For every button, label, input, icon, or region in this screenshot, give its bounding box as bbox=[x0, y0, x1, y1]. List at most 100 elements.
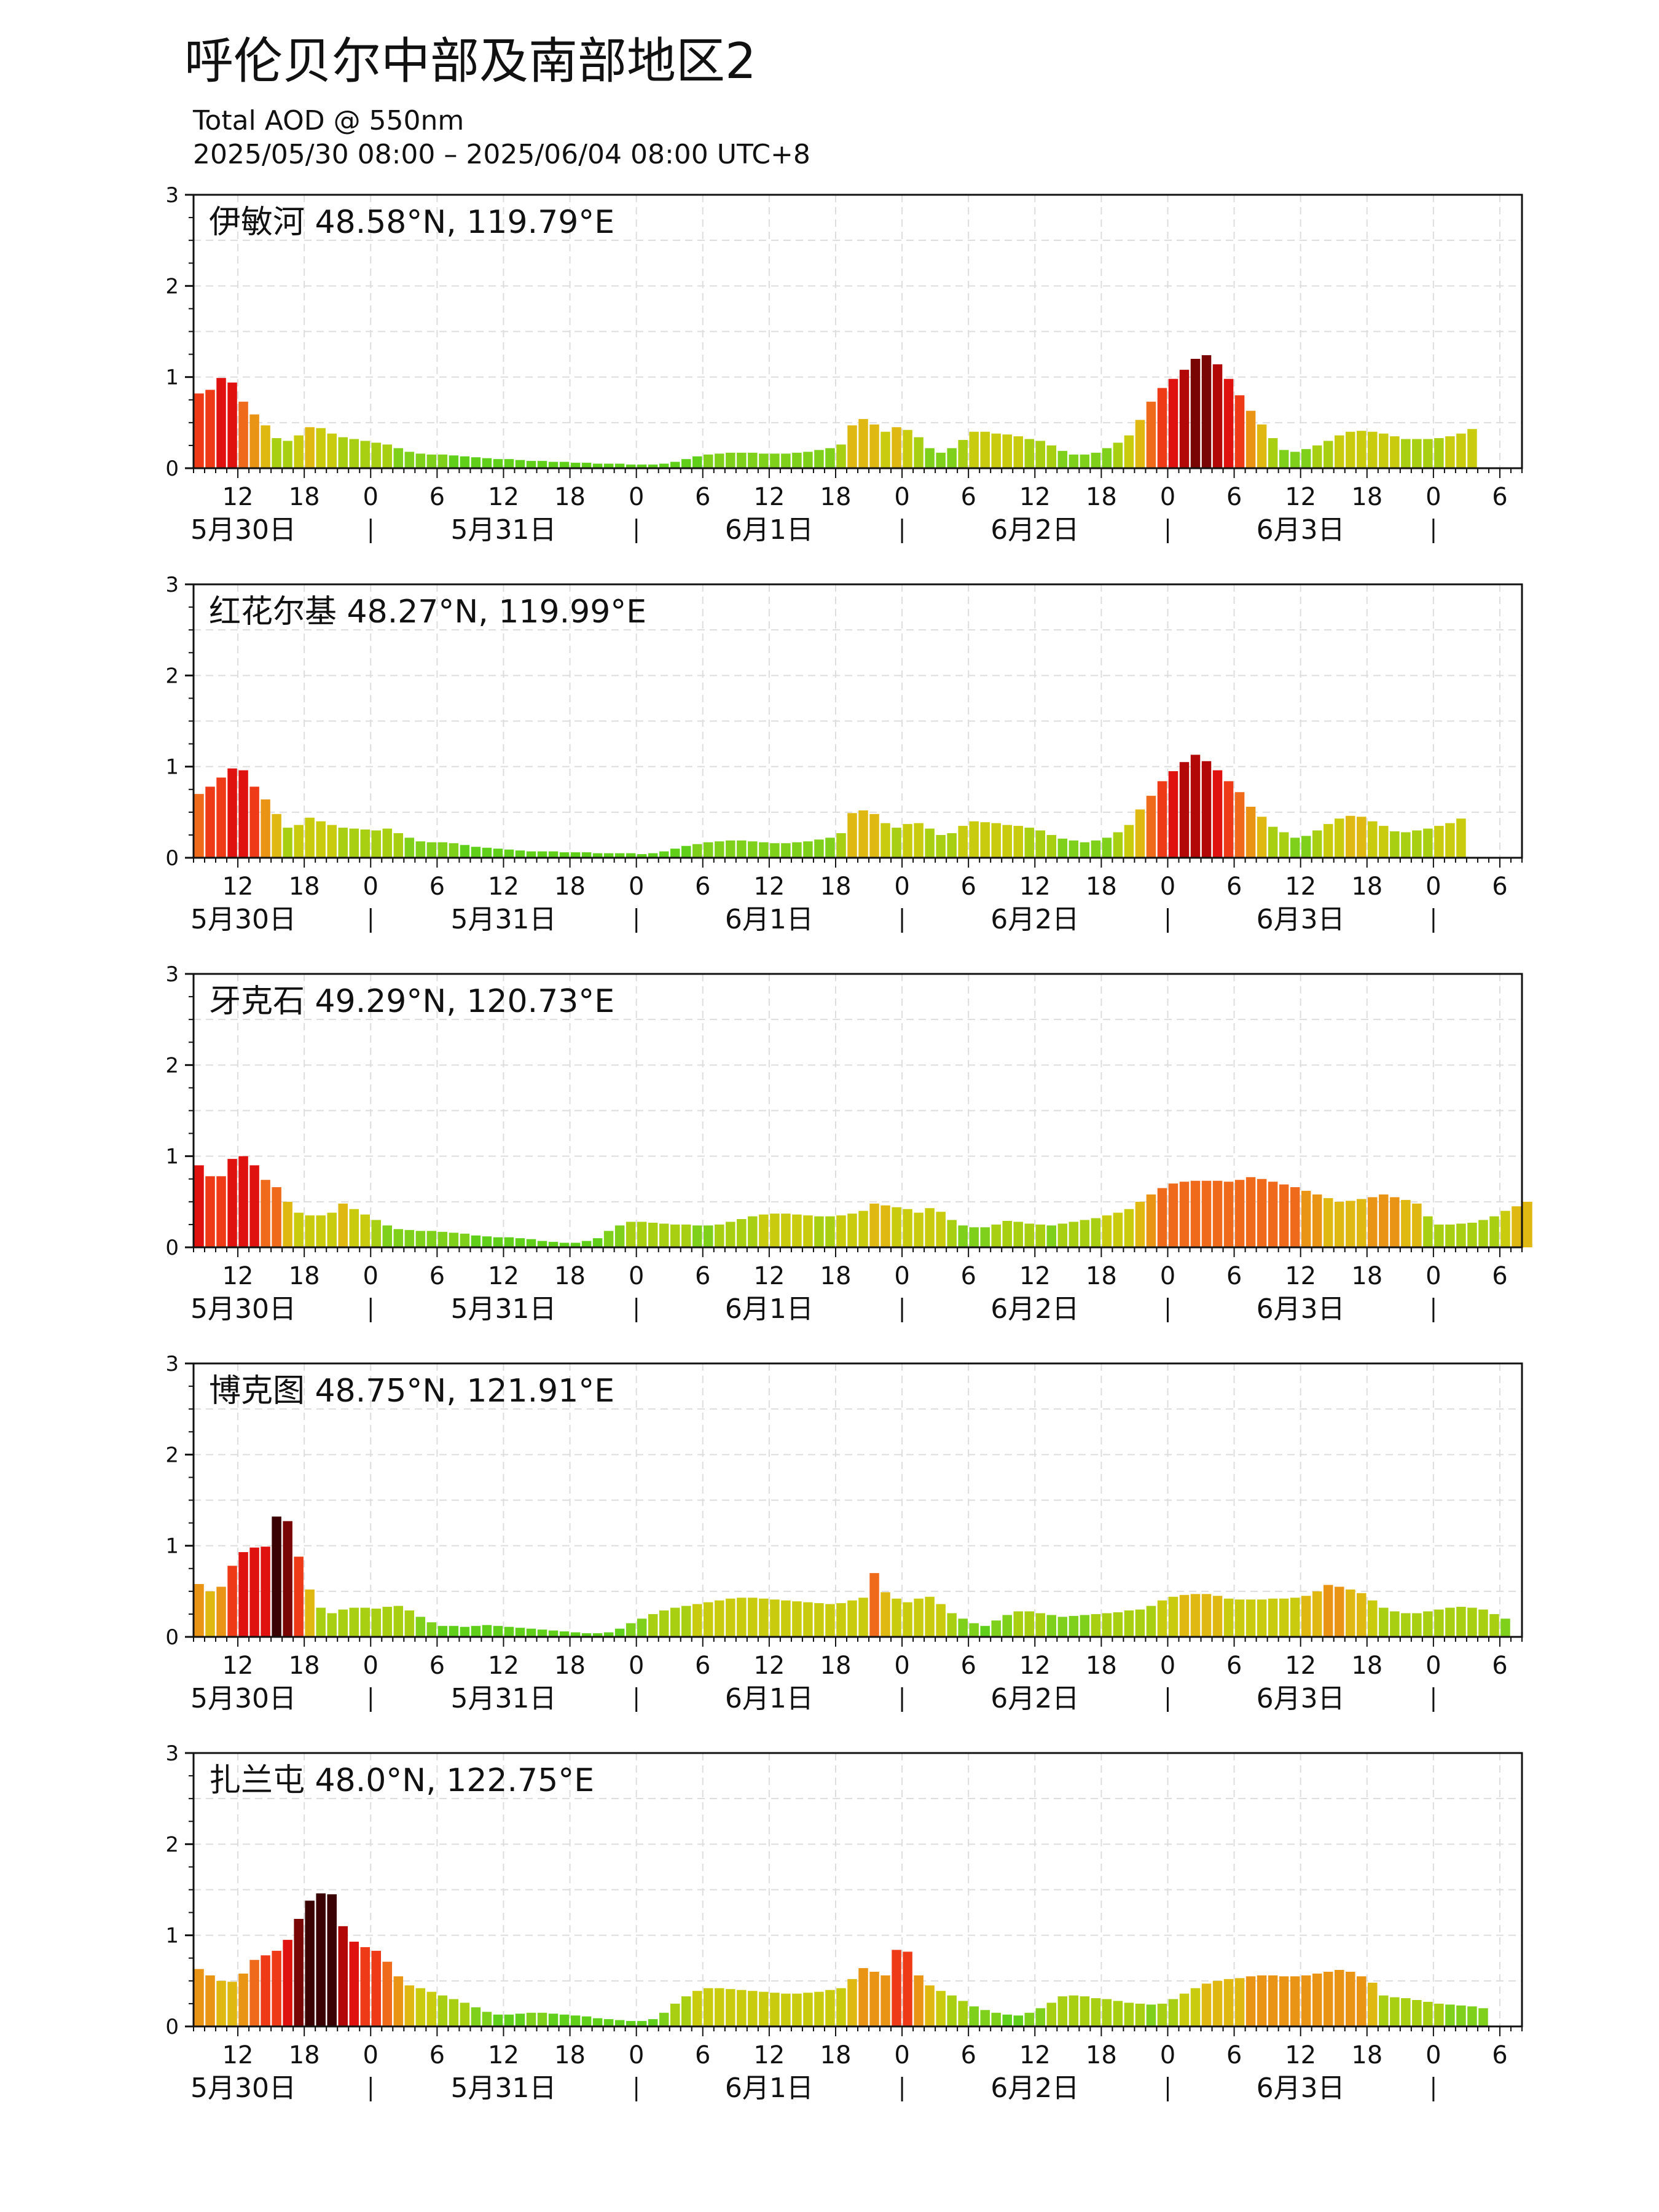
aod-bar bbox=[1223, 378, 1234, 468]
aod-bar bbox=[603, 853, 614, 858]
x-tick-label: 0 bbox=[363, 1652, 378, 1680]
aod-bar bbox=[460, 845, 470, 858]
aod-bar bbox=[305, 1589, 315, 1637]
aod-bar bbox=[847, 813, 857, 858]
x-tick-label: 18 bbox=[1086, 873, 1117, 901]
aod-bar bbox=[825, 1216, 835, 1247]
y-tick-label: 0 bbox=[165, 1236, 179, 1260]
aod-bar bbox=[1456, 1607, 1466, 1637]
x-tick-label: 0 bbox=[894, 2041, 909, 2069]
aod-bar bbox=[1257, 1179, 1267, 1247]
x-tick-label: 0 bbox=[894, 873, 909, 901]
aod-bar bbox=[1157, 1600, 1167, 1637]
aod-bar bbox=[858, 418, 868, 468]
aod-bar bbox=[1024, 828, 1035, 858]
aod-bar bbox=[903, 1602, 912, 1637]
aod-bar bbox=[825, 1604, 835, 1637]
aod-bar bbox=[1124, 1209, 1134, 1247]
aod-bar bbox=[1323, 441, 1333, 468]
aod-bar bbox=[648, 1614, 658, 1637]
aod-bar bbox=[1301, 1596, 1311, 1637]
aod-bar bbox=[1390, 1997, 1400, 2026]
aod-bar bbox=[659, 1223, 669, 1247]
aod-bar bbox=[737, 840, 747, 858]
aod-bar bbox=[1024, 2012, 1035, 2026]
y-tick-label: 2 bbox=[165, 664, 179, 688]
day-label: 6月1日 bbox=[725, 514, 814, 546]
aod-bar bbox=[803, 1602, 813, 1637]
aod-bar bbox=[1057, 1223, 1068, 1247]
aod-bar bbox=[581, 1241, 592, 1247]
aod-bar bbox=[1035, 1224, 1046, 1247]
aod-bar bbox=[814, 1216, 824, 1247]
aod-bar bbox=[1245, 410, 1256, 468]
aod-bar bbox=[1345, 1972, 1355, 2026]
aod-bar bbox=[1069, 1995, 1079, 2026]
aod-bar bbox=[637, 465, 647, 468]
aod-bar bbox=[947, 1995, 957, 2026]
aod-bar bbox=[704, 842, 713, 858]
y-tick-label: 1 bbox=[165, 366, 179, 390]
aod-bar bbox=[626, 2021, 636, 2026]
aod-bar bbox=[1345, 431, 1355, 468]
aod-bar bbox=[1301, 1975, 1311, 2026]
day-label: 6月3日 bbox=[1257, 2073, 1345, 2104]
aod-bar bbox=[914, 823, 924, 858]
aod-bar bbox=[1013, 1611, 1023, 1637]
aod-bar bbox=[1002, 2014, 1012, 2026]
aod-bar bbox=[493, 2014, 503, 2026]
aod-bar bbox=[704, 1988, 713, 2026]
aod-bar bbox=[1212, 1180, 1223, 1247]
x-tick-label: 12 bbox=[222, 1652, 254, 1680]
x-tick-label: 18 bbox=[1351, 483, 1382, 511]
aod-bar bbox=[914, 1975, 924, 2026]
aod-bar bbox=[1080, 1220, 1090, 1247]
aod-bar bbox=[371, 1609, 382, 1637]
x-tick-label: 0 bbox=[1426, 873, 1441, 901]
aod-bar bbox=[1102, 1999, 1112, 2026]
aod-bar bbox=[426, 454, 437, 468]
aod-bar bbox=[814, 1991, 824, 2026]
aod-bar bbox=[704, 1602, 713, 1637]
x-tick-label: 6 bbox=[1226, 1262, 1242, 1290]
aod-bar bbox=[880, 1975, 890, 2026]
aod-bar bbox=[194, 1583, 204, 1637]
aod-bar bbox=[814, 450, 824, 468]
aod-bar bbox=[980, 1626, 990, 1637]
aod-bar bbox=[825, 1990, 835, 2026]
aod-bar bbox=[581, 852, 592, 858]
aod-bar bbox=[338, 1203, 348, 1247]
aod-bar bbox=[537, 1630, 547, 1637]
aod-bar bbox=[892, 1207, 901, 1247]
aod-bar bbox=[836, 1603, 846, 1637]
aod-bar bbox=[382, 1225, 393, 1247]
aod-bar bbox=[1390, 1611, 1400, 1637]
aod-bar bbox=[892, 1598, 901, 1637]
aod-bar bbox=[1312, 445, 1322, 468]
aod-bar bbox=[272, 814, 281, 858]
aod-bar bbox=[294, 435, 304, 468]
aod-bar bbox=[1102, 448, 1112, 468]
aod-bar bbox=[1345, 1201, 1355, 1247]
station-label: 伊敏河 48.58°N, 119.79°E bbox=[209, 204, 614, 241]
aod-bar bbox=[1046, 2002, 1057, 2026]
aod-bar bbox=[548, 851, 559, 858]
aod-bar bbox=[1080, 1996, 1090, 2026]
aod-bar bbox=[592, 1633, 603, 1637]
aod-bar bbox=[1357, 1593, 1367, 1637]
x-tick-label: 0 bbox=[1160, 1652, 1175, 1680]
y-tick-label: 0 bbox=[165, 1625, 179, 1650]
aod-bar bbox=[393, 833, 404, 858]
aod-bar bbox=[504, 1237, 514, 1247]
aod-bar bbox=[316, 1893, 326, 2026]
aod-bar bbox=[692, 1991, 702, 2026]
aod-bar bbox=[1279, 1976, 1289, 2026]
aod-bar bbox=[936, 834, 946, 858]
x-tick-label: 12 bbox=[1019, 1652, 1051, 1680]
aod-bar bbox=[1069, 1615, 1079, 1637]
aod-bar bbox=[1157, 388, 1167, 468]
chart-subtitle: Total AOD @ 550nm bbox=[193, 105, 465, 136]
aod-bar bbox=[1368, 1197, 1378, 1247]
aod-bar bbox=[559, 1242, 570, 1247]
